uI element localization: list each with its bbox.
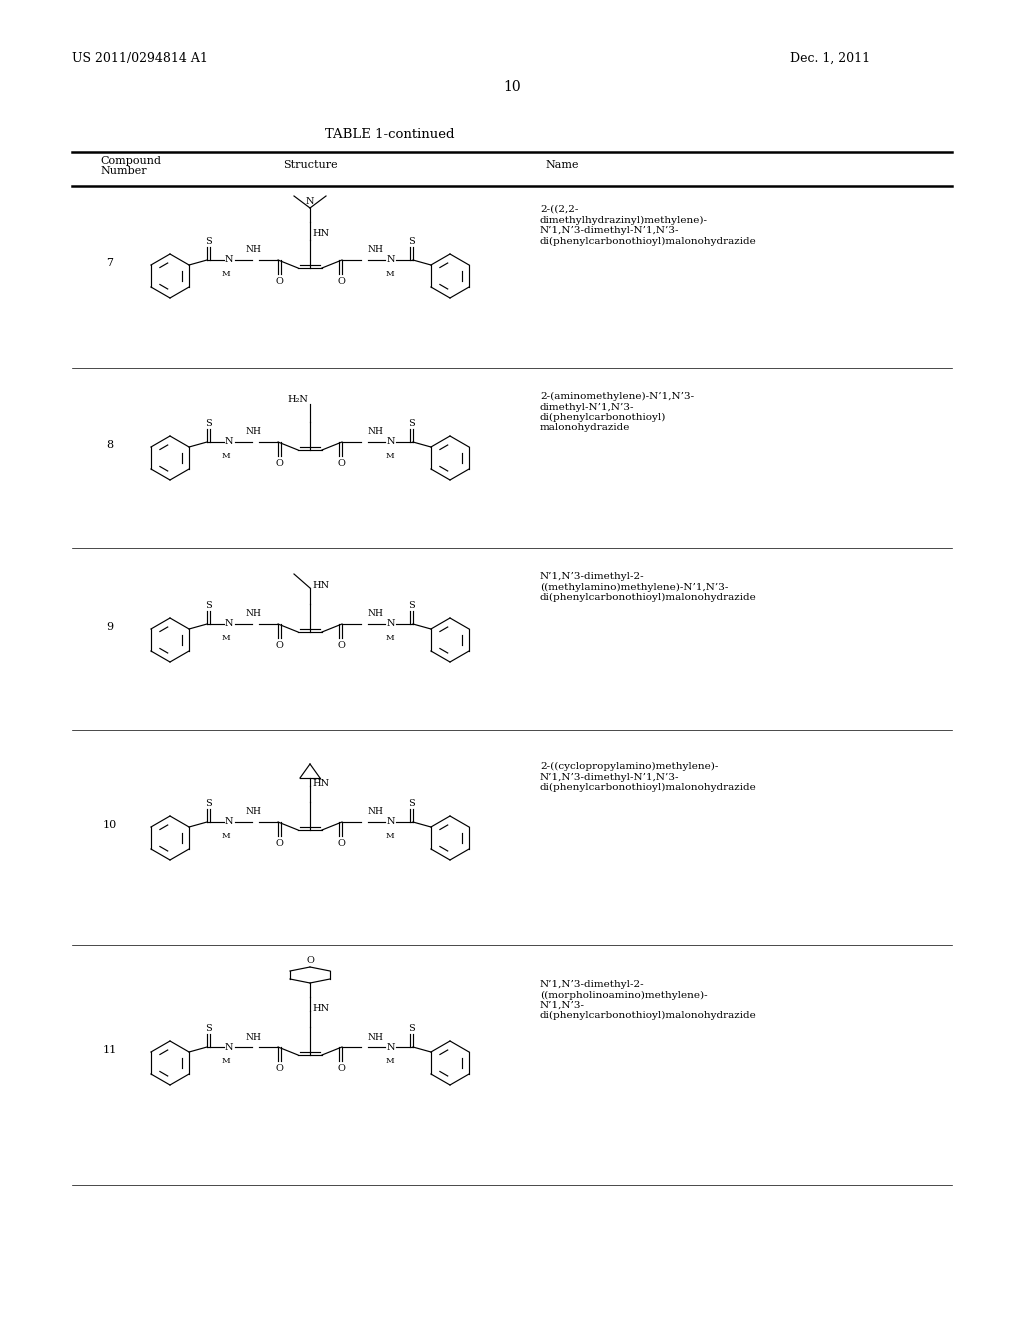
Text: H: H [374,610,382,619]
Text: H: H [252,1032,260,1041]
Text: HN: HN [312,228,329,238]
Text: Name: Name [545,160,579,170]
Text: N: N [367,610,375,619]
Text: O: O [275,277,283,286]
Text: H: H [374,1032,382,1041]
Text: O: O [337,1064,345,1073]
Text: N: N [367,428,375,437]
Text: O: O [275,642,283,649]
Text: N: N [225,437,233,446]
Text: Number: Number [100,166,146,176]
Text: N: N [245,428,253,437]
Text: N: N [245,610,253,619]
Text: US 2011/0294814 A1: US 2011/0294814 A1 [72,51,208,65]
Text: 2-((cyclopropylamino)methylene)-
N’1,N’3-dimethyl-N’1,N’3-
di(phenylcarbonothioy: 2-((cyclopropylamino)methylene)- N’1,N’3… [540,762,757,792]
Text: H: H [252,610,260,619]
Text: TABLE 1-continued: TABLE 1-continued [326,128,455,141]
Text: 10: 10 [503,81,521,94]
Text: S: S [205,418,211,428]
Text: 10: 10 [102,820,117,830]
Text: 8: 8 [106,440,114,450]
Text: 7: 7 [106,257,114,268]
Text: M: M [222,1057,230,1065]
Text: 9: 9 [106,622,114,632]
Text: H: H [252,246,260,255]
Text: O: O [337,277,345,286]
Text: M: M [222,271,230,279]
Text: N: N [387,1043,395,1052]
Text: N: N [387,619,395,628]
Text: H: H [374,428,382,437]
Text: O: O [337,840,345,847]
Text: N: N [245,1032,253,1041]
Text: N’1,N’3-dimethyl-2-
((morpholinoamino)methylene)-
N’1,N’3-
di(phenylcarbonothioy: N’1,N’3-dimethyl-2- ((morpholinoamino)me… [540,979,757,1020]
Text: M: M [222,832,230,840]
Text: O: O [275,459,283,469]
Text: Dec. 1, 2011: Dec. 1, 2011 [790,51,870,65]
Text: S: S [409,238,416,246]
Text: O: O [306,956,314,965]
Text: O: O [337,459,345,469]
Text: S: S [205,601,211,610]
Text: S: S [409,601,416,610]
Text: N: N [225,619,233,628]
Text: N: N [367,1032,375,1041]
Text: O: O [275,840,283,847]
Text: N: N [245,246,253,255]
Text: S: S [409,418,416,428]
Text: N: N [367,246,375,255]
Text: 11: 11 [102,1045,117,1055]
Text: M: M [386,832,394,840]
Text: HN: HN [312,779,329,788]
Text: M: M [222,634,230,642]
Text: 2-(aminomethylene)-N’1,N’3-
dimethyl-N’1,N’3-
di(phenylcarbonothioyl)
malonohydr: 2-(aminomethylene)-N’1,N’3- dimethyl-N’1… [540,392,694,433]
Text: N: N [387,256,395,264]
Text: S: S [409,799,416,808]
Text: N: N [367,808,375,817]
Text: H₂N: H₂N [287,396,308,404]
Text: Structure: Structure [283,160,337,170]
Text: N: N [387,437,395,446]
Text: S: S [205,799,211,808]
Text: S: S [205,238,211,246]
Text: HN: HN [312,581,329,590]
Text: H: H [374,246,382,255]
Text: M: M [222,451,230,459]
Text: H: H [374,808,382,817]
Text: H: H [252,428,260,437]
Text: N: N [245,808,253,817]
Text: N: N [225,1043,233,1052]
Text: 2-((2,2-
dimethylhydrazinyl)methylene)-
N’1,N’3-dimethyl-N’1,N’3-
di(phenylcarbo: 2-((2,2- dimethylhydrazinyl)methylene)- … [540,205,757,246]
Text: N’1,N’3-dimethyl-2-
((methylamino)methylene)-N’1,N’3-
di(phenylcarbonothioyl)mal: N’1,N’3-dimethyl-2- ((methylamino)methyl… [540,572,757,602]
Text: Compound: Compound [100,156,161,166]
Text: O: O [275,1064,283,1073]
Text: M: M [386,1057,394,1065]
Text: M: M [386,451,394,459]
Text: S: S [205,1024,211,1034]
Text: O: O [337,642,345,649]
Text: N: N [387,817,395,826]
Text: S: S [409,1024,416,1034]
Text: H: H [252,808,260,817]
Text: N: N [225,817,233,826]
Text: HN: HN [312,1005,329,1012]
Text: N: N [306,197,314,206]
Text: N: N [225,256,233,264]
Text: M: M [386,634,394,642]
Text: M: M [386,271,394,279]
